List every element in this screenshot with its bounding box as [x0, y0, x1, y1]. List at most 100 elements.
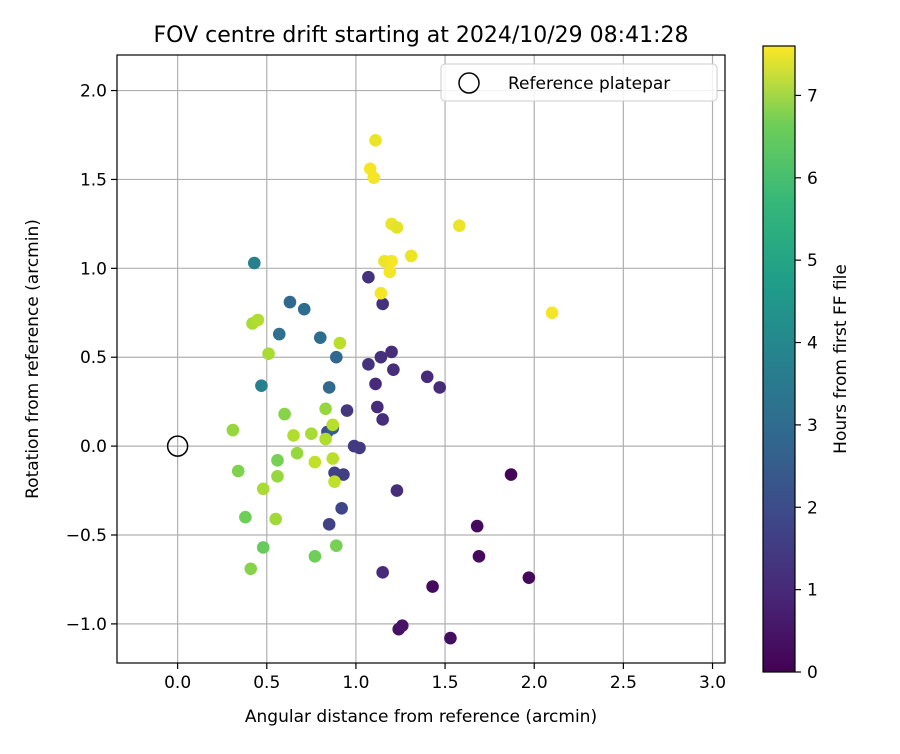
colorbar-tick-label: 3	[807, 416, 818, 436]
data-point	[326, 452, 340, 465]
x-tick-label: 1.5	[432, 673, 459, 693]
data-point	[383, 265, 397, 279]
reference-platepar-marker	[166, 435, 189, 457]
data-point	[522, 571, 536, 584]
data-point	[362, 270, 375, 284]
data-point	[472, 550, 486, 563]
data-point	[262, 347, 275, 360]
colorbar-tick-label: 1	[807, 581, 818, 601]
data-point	[504, 468, 518, 481]
data-point	[335, 502, 348, 515]
legend: Reference platepar	[440, 63, 718, 102]
x-tick-label: 0.0	[164, 673, 191, 693]
colorbar-tick-label: 6	[807, 169, 818, 189]
y-tick-label: −0.5	[66, 526, 107, 546]
data-point	[272, 327, 286, 341]
data-point	[328, 466, 341, 480]
x-tick-label: 2.5	[610, 673, 637, 693]
data-point	[330, 350, 343, 364]
data-point	[283, 295, 297, 309]
data-point	[319, 402, 332, 416]
x-tick-label: 1.0	[342, 673, 369, 693]
data-point	[313, 331, 327, 344]
data-point	[371, 400, 384, 414]
data-point	[278, 407, 291, 421]
data-point	[340, 404, 354, 417]
plot-frame	[116, 54, 726, 664]
x-tick-label: 2.0	[521, 673, 548, 693]
data-point	[353, 441, 366, 455]
data-point	[470, 519, 484, 533]
data-point	[426, 580, 439, 593]
colorbar-label: Hours from first FF file	[831, 264, 851, 454]
data-point	[305, 427, 318, 440]
data-point	[247, 256, 261, 270]
data-point	[390, 221, 404, 234]
grid	[117, 55, 725, 663]
data-point	[319, 432, 332, 446]
data-point	[444, 631, 457, 645]
data-point	[390, 484, 404, 497]
data-point	[330, 539, 343, 552]
colorbar-ticks: 0 1 2 3 4 5 6 7	[795, 86, 818, 683]
y-tick-label: −1.0	[66, 615, 107, 635]
y-tick-label: 1.5	[80, 170, 107, 190]
data-point	[385, 345, 398, 359]
colorbar: 0 1 2 3 4 5 6 7 Hours from first FF file	[762, 45, 851, 683]
data-point	[256, 482, 270, 496]
y-tick-label: 0.5	[80, 348, 107, 368]
data-points	[226, 134, 559, 645]
y-tick-label: 2.0	[80, 82, 107, 102]
reference-marker-layer	[166, 435, 189, 457]
data-point	[297, 302, 311, 316]
legend-reference-marker	[458, 72, 480, 94]
data-point	[269, 512, 282, 526]
data-point	[239, 510, 252, 524]
data-point	[290, 446, 304, 460]
data-point	[369, 134, 382, 147]
chart-title: FOV centre drift starting at 2024/10/29 …	[154, 23, 689, 48]
x-axis-label: Angular distance from reference (arcmin)	[245, 707, 597, 727]
data-point	[271, 454, 284, 467]
data-point	[251, 313, 265, 327]
data-point	[322, 518, 336, 531]
data-point	[328, 475, 341, 488]
y-axis-ticks: −1.0 −0.5 0.0 0.5 1.0 1.5 2.0	[66, 82, 117, 635]
data-point	[308, 455, 322, 469]
data-point	[367, 171, 381, 184]
data-point	[333, 336, 347, 350]
colorbar-tick-label: 2	[807, 498, 818, 518]
data-point	[308, 550, 322, 563]
colorbar-tick-label: 7	[807, 86, 818, 106]
data-point	[387, 363, 400, 376]
data-point	[231, 464, 245, 478]
data-point	[326, 418, 340, 432]
data-point	[545, 306, 559, 320]
y-tick-label: 1.0	[80, 259, 107, 279]
data-point	[395, 619, 409, 632]
data-point	[256, 541, 270, 554]
data-point	[244, 562, 258, 576]
data-point	[255, 379, 268, 392]
data-point	[420, 370, 434, 384]
colorbar-gradient	[762, 45, 796, 673]
y-axis-label: Rotation from reference (arcmin)	[23, 219, 43, 499]
y-tick-label: 0.0	[80, 437, 107, 457]
legend-box	[440, 63, 718, 102]
data-point	[376, 297, 389, 311]
data-point	[376, 413, 389, 426]
colorbar-tick-label: 0	[807, 663, 818, 683]
data-point	[453, 219, 466, 232]
data-point	[271, 470, 284, 483]
data-point	[385, 254, 398, 268]
legend-entry-reference-platepar: Reference platepar	[508, 74, 670, 94]
x-axis-ticks: 0.0 0.5 1.0 1.5 2.0 2.5 3.0	[164, 663, 726, 693]
data-point	[374, 286, 388, 300]
data-point	[369, 377, 382, 391]
colorbar-tick-label: 5	[807, 251, 818, 271]
data-point	[287, 429, 300, 442]
data-point	[433, 381, 447, 394]
x-tick-label: 3.0	[699, 673, 726, 693]
